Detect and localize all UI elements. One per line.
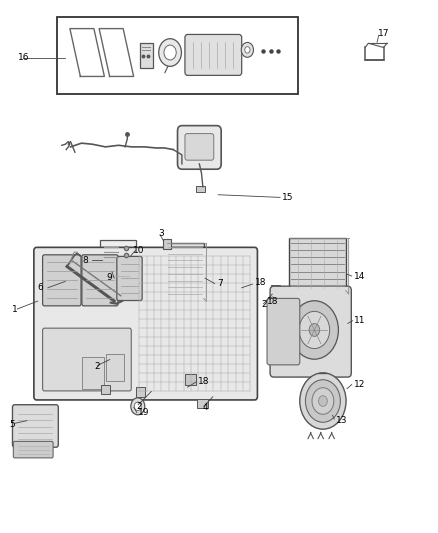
FancyBboxPatch shape	[270, 286, 351, 377]
Bar	[57, 17, 297, 94]
Bar	[289, 238, 346, 290]
Circle shape	[300, 373, 346, 429]
Text: 16: 16	[18, 53, 30, 62]
Bar	[163, 239, 171, 249]
Bar	[196, 185, 205, 192]
Bar	[101, 384, 110, 394]
Text: 2: 2	[95, 362, 100, 371]
Bar	[136, 387, 145, 397]
FancyBboxPatch shape	[117, 256, 142, 301]
FancyBboxPatch shape	[42, 255, 81, 306]
Text: 18: 18	[267, 296, 279, 305]
Circle shape	[309, 324, 320, 336]
FancyBboxPatch shape	[13, 441, 53, 458]
Text: 2: 2	[261, 300, 267, 309]
Text: 18: 18	[255, 278, 266, 287]
Bar	[197, 399, 208, 408]
Bar	[104, 267, 132, 286]
Bar	[185, 374, 196, 385]
Text: 18: 18	[198, 377, 209, 386]
Text: 2: 2	[136, 402, 141, 411]
Text: 5: 5	[10, 421, 15, 430]
Bar	[140, 43, 152, 68]
Text: 4: 4	[202, 403, 208, 412]
Circle shape	[241, 43, 254, 58]
Bar	[166, 243, 204, 298]
FancyBboxPatch shape	[177, 126, 221, 169]
FancyBboxPatch shape	[42, 328, 131, 391]
Text: 15: 15	[283, 193, 294, 202]
FancyBboxPatch shape	[267, 298, 300, 365]
Text: 14: 14	[353, 272, 365, 280]
Circle shape	[290, 301, 339, 359]
FancyBboxPatch shape	[185, 35, 242, 75]
Text: 6: 6	[38, 283, 43, 292]
Text: 19: 19	[138, 408, 150, 417]
FancyBboxPatch shape	[34, 247, 258, 400]
Text: 1: 1	[12, 304, 18, 313]
Text: 9: 9	[106, 273, 112, 281]
Circle shape	[299, 311, 330, 349]
FancyBboxPatch shape	[12, 405, 58, 447]
Circle shape	[312, 387, 334, 414]
Bar	[82, 357, 104, 389]
Bar	[100, 240, 136, 265]
Circle shape	[318, 395, 327, 406]
Text: 10: 10	[133, 246, 145, 255]
FancyBboxPatch shape	[185, 134, 214, 160]
Circle shape	[245, 47, 250, 53]
Text: 8: 8	[82, 256, 88, 264]
Circle shape	[164, 45, 176, 60]
FancyBboxPatch shape	[82, 255, 118, 306]
Text: 7: 7	[217, 279, 223, 288]
Text: 17: 17	[378, 29, 390, 38]
Circle shape	[131, 398, 145, 415]
Text: 3: 3	[159, 229, 165, 238]
Circle shape	[159, 39, 181, 66]
Circle shape	[134, 402, 141, 410]
Text: 13: 13	[336, 416, 347, 425]
Text: 11: 11	[354, 316, 366, 325]
Text: 12: 12	[353, 380, 365, 389]
Circle shape	[305, 379, 340, 422]
Bar	[106, 354, 124, 381]
Bar	[271, 285, 280, 294]
